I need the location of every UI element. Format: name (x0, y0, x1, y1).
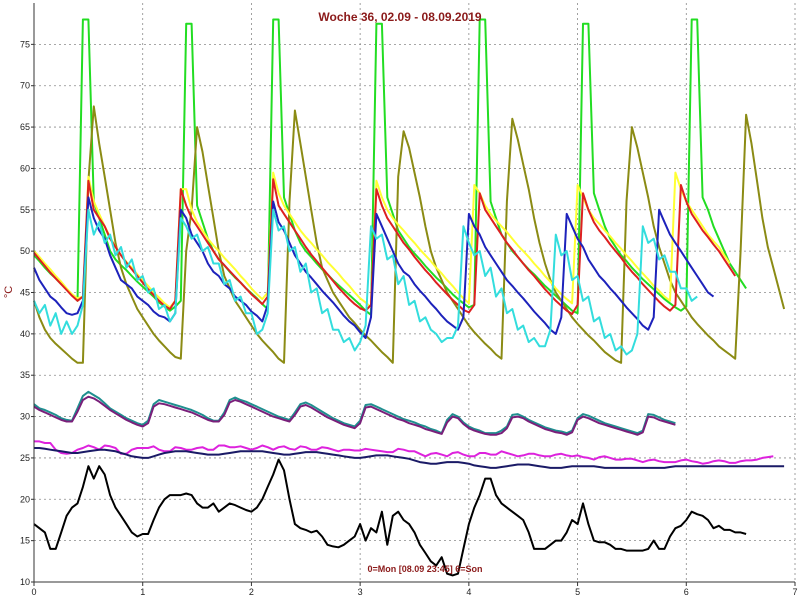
series-line-3 (33, 171, 731, 309)
series-line-6 (33, 208, 698, 356)
y-tick-label: 45 (20, 288, 30, 298)
series-line-8 (33, 395, 676, 436)
x-tick-label: 7 (792, 587, 797, 597)
y-tick-label: 30 (20, 412, 30, 422)
series-line-7 (33, 390, 676, 435)
y-tick-label: 20 (20, 494, 30, 504)
series-line-11 (33, 458, 747, 577)
x-tick-label: 1 (140, 587, 145, 597)
x-axis-label: 0=Mon [08.09 23:45] 6=Son (367, 564, 482, 574)
x-tick-label: 4 (466, 587, 471, 597)
chart-title: Woche 36, 02.09 - 08.09.2019 (318, 10, 482, 24)
x-tick-label: 0 (31, 587, 36, 597)
y-tick-label: 25 (20, 453, 30, 463)
series-lines (33, 18, 786, 577)
y-tick-label: 40 (20, 329, 30, 339)
y-axis-label: °C (3, 286, 15, 298)
y-tick-label: 70 (20, 81, 30, 91)
y-tick-label: 50 (20, 246, 30, 256)
x-tick-label: 3 (358, 587, 363, 597)
series-line-10 (34, 447, 785, 469)
y-tick-label: 10 (20, 577, 30, 587)
x-tick-label: 5 (575, 587, 580, 597)
series-line-2 (33, 105, 786, 364)
axes (31, 3, 796, 586)
x-tick-label: 2 (249, 587, 254, 597)
series-line-9 (34, 440, 774, 465)
x-tick-label: 6 (684, 587, 689, 597)
y-tick-label: 15 (20, 536, 30, 546)
series-line-4 (33, 178, 737, 315)
series-line-1 (33, 18, 747, 316)
y-tick-label: 60 (20, 163, 30, 173)
y-tick-label: 55 (20, 205, 30, 215)
series-line-5 (33, 196, 715, 339)
y-tick-label: 35 (20, 370, 30, 380)
y-tick-label: 75 (20, 39, 30, 49)
y-tick-label: 65 (20, 122, 30, 132)
